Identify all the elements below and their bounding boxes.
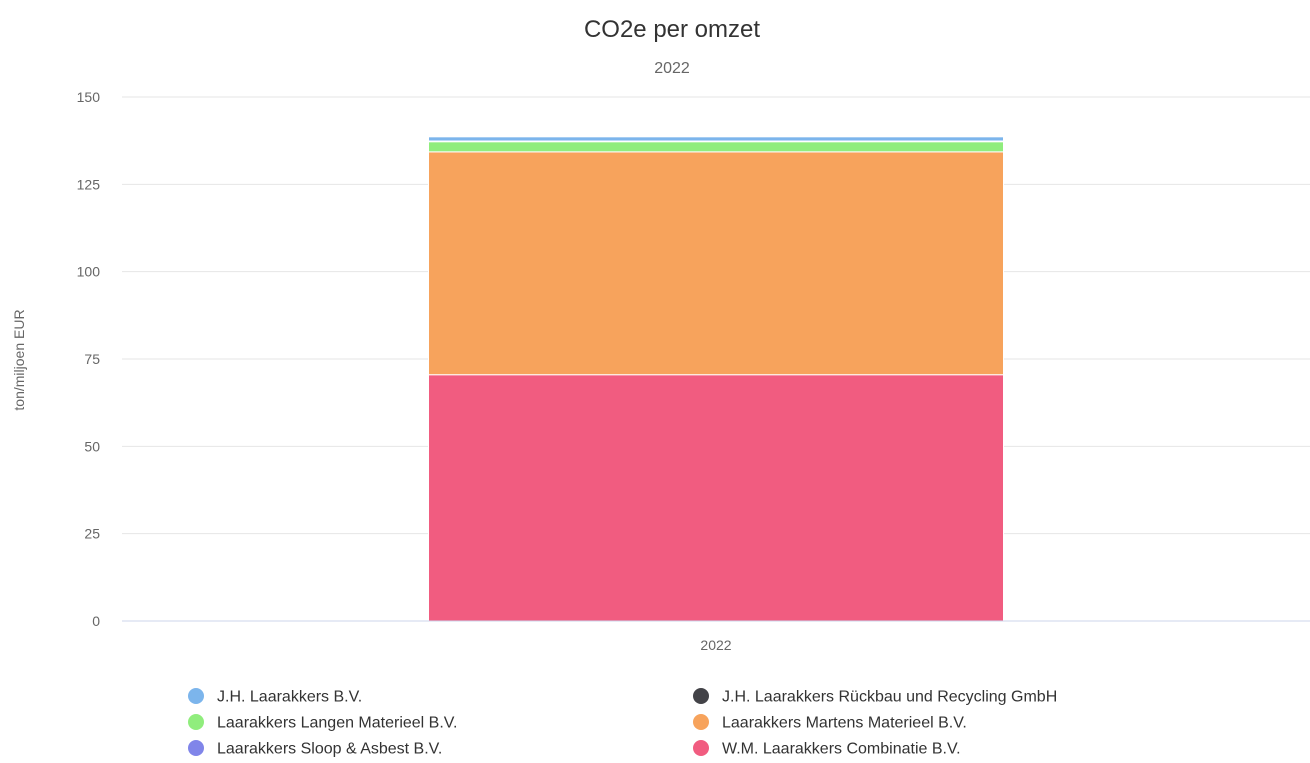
- chart-title: CO2e per omzet: [584, 16, 760, 43]
- legend-marker: [693, 688, 709, 704]
- legend-item[interactable]: J.H. Laarakkers B.V.: [188, 688, 362, 706]
- legend-marker: [693, 714, 709, 730]
- y-axis-label: ton/miljoen EUR: [11, 309, 27, 410]
- y-axis-ticks: 0 25 50 75 100 125 150: [77, 89, 101, 629]
- legend-marker: [693, 740, 709, 756]
- legend-item[interactable]: Laarakkers Sloop & Asbest B.V.: [188, 740, 442, 758]
- legend-marker: [188, 688, 204, 704]
- chart-subtitle: 2022: [654, 60, 690, 77]
- bar-segment: [428, 151, 1004, 376]
- legend-label: Laarakkers Langen Materieel B.V.: [217, 715, 457, 732]
- legend-label: W.M. Laarakkers Combinatie B.V.: [722, 741, 961, 758]
- legend-item[interactable]: Laarakkers Langen Materieel B.V.: [188, 714, 457, 732]
- legend-label: J.H. Laarakkers B.V.: [217, 689, 362, 706]
- y-tick-label: 125: [77, 176, 101, 192]
- legend-item[interactable]: W.M. Laarakkers Combinatie B.V.: [693, 740, 961, 758]
- legend-item[interactable]: Laarakkers Martens Materieel B.V.: [693, 714, 967, 732]
- y-tick-label: 150: [77, 89, 101, 105]
- x-axis-ticks: 2022: [700, 637, 731, 653]
- legend-label: Laarakkers Martens Materieel B.V.: [722, 715, 967, 732]
- y-tick-label: 50: [84, 438, 100, 454]
- legend-label: Laarakkers Sloop & Asbest B.V.: [217, 741, 442, 758]
- y-tick-label: 75: [84, 351, 100, 367]
- bar-segment: [428, 136, 1004, 142]
- y-tick-label: 0: [92, 613, 100, 629]
- bar-stack: [428, 136, 1004, 622]
- legend-marker: [188, 740, 204, 756]
- y-tick-label: 25: [84, 526, 100, 542]
- bar-segment: [428, 374, 1004, 622]
- bar-segment: [428, 141, 1004, 153]
- legend: J.H. Laarakkers B.V. J.H. Laarakkers Rück…: [188, 688, 1057, 758]
- x-tick-label: 2022: [700, 637, 731, 653]
- y-tick-label: 100: [77, 264, 101, 280]
- legend-item[interactable]: J.H. Laarakkers Rückbau und Recycling Gm…: [693, 688, 1057, 706]
- legend-label: J.H. Laarakkers Rückbau und Recycling Gm…: [722, 689, 1057, 706]
- legend-marker: [188, 714, 204, 730]
